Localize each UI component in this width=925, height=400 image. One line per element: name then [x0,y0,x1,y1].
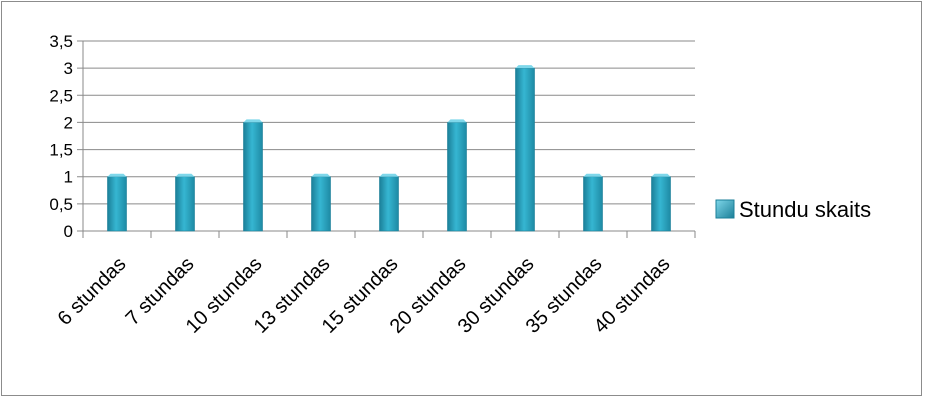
y-tick-label: 3,5 [49,32,73,51]
bar-top [175,173,195,177]
y-tick-label: 0 [64,222,73,241]
bar-top [311,173,331,177]
bar-body [447,122,467,232]
y-tick-label: 1,5 [49,141,73,160]
bar-top [447,119,467,123]
bar-body [311,176,331,232]
legend: Stundu skaits [715,197,871,222]
bar-body [243,122,263,232]
bar-top [583,173,603,177]
bar-body [379,176,399,232]
bar-top [651,173,671,177]
y-tick-label: 2,5 [49,86,73,105]
bar [583,173,603,232]
bar-top [379,173,399,177]
bar [175,173,195,232]
bar [243,119,263,232]
bar [651,173,671,232]
y-tick-label: 1 [64,168,73,187]
y-tick-label: 0,5 [49,195,73,214]
legend-label: Stundu skaits [739,197,871,222]
bar [311,173,331,232]
bar-top [107,173,127,177]
bar [107,173,127,232]
y-tick-label: 3 [64,59,73,78]
x-tick-label: 6 stundas [54,253,131,330]
bar-body [515,67,535,232]
bar-body [583,176,603,232]
bar-top [243,119,263,123]
y-axis-ticks: 0 0,5 1 1,5 2 2,5 3 3,5 [49,32,73,241]
bars [107,65,671,232]
bar [447,119,467,232]
bar-top [515,65,535,69]
bar-body [175,176,195,232]
bar-body [651,176,671,232]
y-tick-label: 2 [64,113,73,132]
bar [515,65,535,232]
legend-swatch [715,199,735,219]
bar [379,173,399,232]
bar-body [107,176,127,232]
